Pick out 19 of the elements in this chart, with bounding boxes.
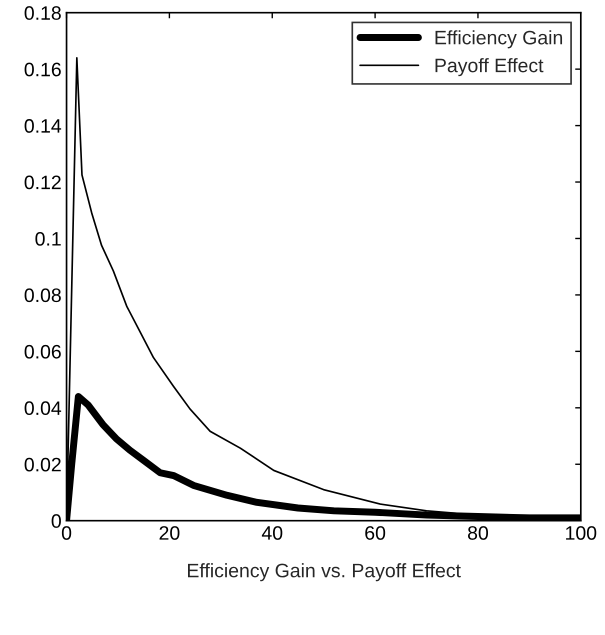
y-tick-label: 0.14 (24, 119, 62, 133)
y-tick-label: 0 (52, 514, 61, 528)
x-tick-label: 100 (566, 526, 596, 540)
y-tick-label: 0.16 (24, 62, 61, 76)
legend-label: Payoff Effect (436, 58, 544, 76)
x-axis-title: Efficiency Gain vs. Payoff Effect (188, 563, 461, 582)
y-tick-label: 0.18 (24, 6, 61, 20)
x-tick-label: 60 (365, 526, 386, 540)
x-tick-label: 20 (160, 526, 180, 540)
y-tick-label: 0.06 (24, 344, 61, 359)
x-tick-label: 0 (62, 526, 72, 540)
x-tick-label: 40 (262, 526, 282, 540)
x-tick-label: 80 (468, 526, 488, 540)
y-tick-label: 0.02 (24, 458, 61, 472)
y-tick-label: 0.12 (24, 176, 61, 190)
y-tick-label: 0.1 (35, 232, 61, 246)
y-tick-label: 0.08 (24, 288, 61, 302)
y-tick-label: 0.04 (24, 401, 62, 416)
legend-label: Efficiency Gain (436, 30, 562, 48)
